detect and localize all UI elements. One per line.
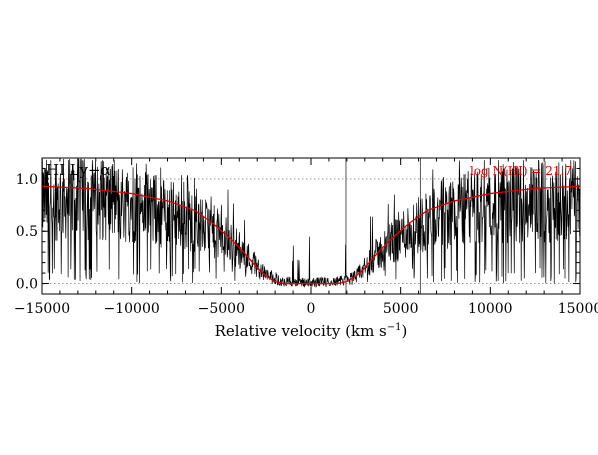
spectrum-line [42,158,580,288]
x-tick-label: 5000 [383,301,419,317]
axis-ticks: −15000 −10000 −5000 0 5000 10000 15000 0.0 0.5 1.… [14,157,598,317]
x-tick-label: −15000 [14,301,70,317]
x-tick-label: 15000 [558,301,598,317]
y-tick-label: 1.0 [16,172,38,188]
y-tick-label: 0.5 [16,224,38,240]
x-axis-title: Relative velocity (km s−1) [215,322,408,340]
x-tick-label: −10000 [104,301,160,317]
spectrum-series [42,158,580,288]
fit-series [42,185,580,285]
x-tick-label: −5000 [198,301,245,317]
fit-line [42,185,580,285]
x-tick-label: 0 [307,301,316,317]
fit-label: log N(HI) = 21.7 [470,164,572,178]
panel-label: HI Ly−α [46,161,111,179]
x-tick-label: 10000 [468,301,513,317]
y-tick-label: 0.0 [16,277,38,293]
